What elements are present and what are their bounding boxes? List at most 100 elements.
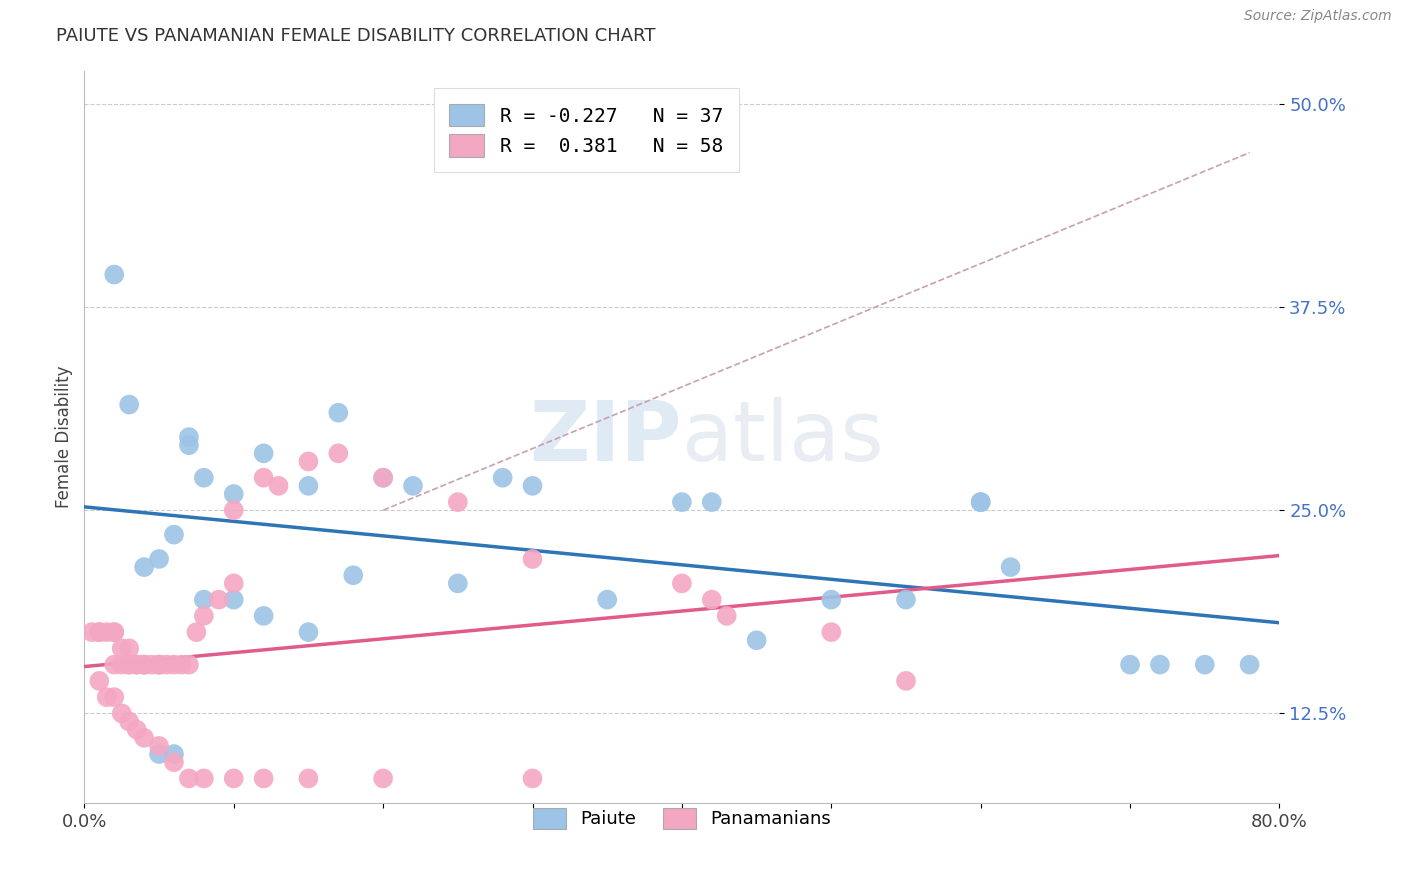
Point [671, 495, 693, 509]
Point [103, 625, 125, 640]
Point [103, 625, 125, 640]
Point [820, 625, 842, 640]
Point [177, 772, 200, 786]
Point [447, 495, 470, 509]
Point [118, 398, 141, 412]
Point [170, 657, 193, 672]
Point [297, 479, 319, 493]
Point [148, 739, 170, 753]
Point [342, 568, 364, 582]
Point [177, 430, 200, 444]
Point [1239, 657, 1261, 672]
Legend: Paiute, Panamanians: Paiute, Panamanians [524, 798, 839, 838]
Point [118, 714, 141, 729]
Point [1194, 657, 1216, 672]
Point [103, 657, 125, 672]
Point [373, 471, 395, 485]
Point [163, 755, 186, 769]
Point [894, 673, 917, 688]
Point [193, 592, 215, 607]
Text: Source: ZipAtlas.com: Source: ZipAtlas.com [1244, 9, 1392, 23]
Point [89, 625, 111, 640]
Point [222, 592, 245, 607]
Point [222, 772, 245, 786]
Point [148, 657, 170, 672]
Point [125, 723, 148, 737]
Point [89, 625, 111, 640]
Point [118, 641, 141, 656]
Point [700, 592, 723, 607]
Point [148, 657, 170, 672]
Point [267, 479, 290, 493]
Point [118, 657, 141, 672]
Point [253, 608, 276, 623]
Point [96, 690, 118, 705]
Point [193, 471, 215, 485]
Text: PAIUTE VS PANAMANIAN FEMALE DISABILITY CORRELATION CHART: PAIUTE VS PANAMANIAN FEMALE DISABILITY C… [56, 27, 655, 45]
Y-axis label: Female Disability: Female Disability [55, 366, 73, 508]
Point [208, 592, 231, 607]
Point [177, 657, 200, 672]
Point [111, 641, 134, 656]
Point [820, 592, 842, 607]
Point [297, 625, 319, 640]
Point [745, 633, 768, 648]
Point [328, 406, 350, 420]
Point [80, 625, 103, 640]
Point [163, 657, 186, 672]
Point [253, 772, 276, 786]
Point [177, 438, 200, 452]
Point [163, 747, 186, 761]
Point [222, 576, 245, 591]
Point [447, 576, 470, 591]
Point [297, 772, 319, 786]
Point [700, 495, 723, 509]
Point [193, 772, 215, 786]
Point [297, 454, 319, 468]
Point [96, 625, 118, 640]
Point [328, 446, 350, 460]
Point [118, 657, 141, 672]
Point [492, 471, 515, 485]
Point [716, 608, 738, 623]
Point [222, 503, 245, 517]
Point [402, 479, 425, 493]
Point [111, 706, 134, 721]
Text: ZIP: ZIP [530, 397, 682, 477]
Point [163, 527, 186, 541]
Point [132, 560, 156, 574]
Point [1000, 560, 1022, 574]
Point [373, 772, 395, 786]
Text: atlas: atlas [682, 397, 883, 477]
Point [894, 592, 917, 607]
Point [522, 479, 544, 493]
Point [125, 657, 148, 672]
Point [253, 446, 276, 460]
Point [522, 772, 544, 786]
Point [373, 471, 395, 485]
Point [253, 471, 276, 485]
Point [103, 268, 125, 282]
Point [222, 487, 245, 501]
Point [155, 657, 177, 672]
Point [132, 657, 156, 672]
Point [193, 608, 215, 623]
Point [186, 625, 208, 640]
Point [1149, 657, 1171, 672]
Point [125, 657, 148, 672]
Point [111, 657, 134, 672]
Point [596, 592, 619, 607]
Point [970, 495, 993, 509]
Point [132, 657, 156, 672]
Point [132, 731, 156, 745]
Point [1119, 657, 1142, 672]
Point [103, 690, 125, 705]
Point [148, 552, 170, 566]
Point [970, 495, 993, 509]
Point [89, 673, 111, 688]
Point [141, 657, 163, 672]
Point [148, 747, 170, 761]
Point [522, 552, 544, 566]
Point [671, 576, 693, 591]
Point [148, 657, 170, 672]
